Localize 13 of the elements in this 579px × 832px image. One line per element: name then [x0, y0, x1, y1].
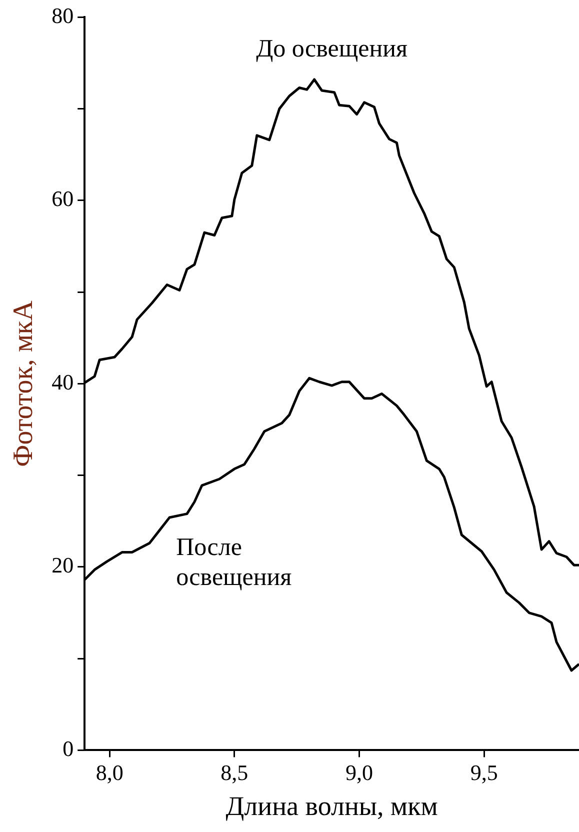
- x-axis-title: Длина волны, мкм: [226, 790, 438, 821]
- y-tick-label: 0: [62, 736, 74, 761]
- annotation: До освещения: [256, 36, 408, 63]
- y-tick-label: 60: [52, 186, 74, 212]
- y-tick-label: 40: [52, 369, 74, 394]
- y-tick-label: 20: [52, 552, 74, 578]
- y-tick-label: 80: [52, 2, 74, 28]
- x-tick-label: 9,5: [470, 760, 498, 786]
- x-tick-label: 8,0: [96, 760, 124, 786]
- x-tick-label: 9,0: [346, 760, 374, 786]
- x-tick-label: 8,5: [220, 760, 248, 786]
- y-axis-title: Фототок, мкА: [8, 300, 40, 467]
- annotation: После освещения: [176, 534, 292, 591]
